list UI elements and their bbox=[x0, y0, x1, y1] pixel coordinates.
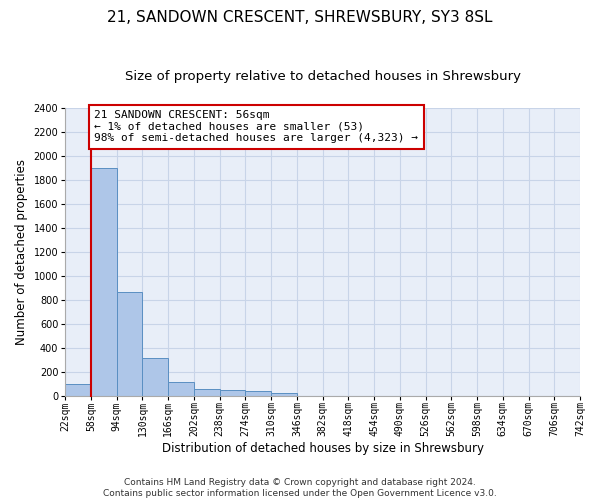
Bar bbox=[168, 382, 194, 396]
Bar bbox=[117, 292, 142, 396]
Bar bbox=[65, 384, 91, 396]
Text: Contains HM Land Registry data © Crown copyright and database right 2024.
Contai: Contains HM Land Registry data © Crown c… bbox=[103, 478, 497, 498]
Bar bbox=[220, 390, 245, 396]
Bar bbox=[245, 391, 271, 396]
Bar bbox=[91, 168, 117, 396]
Y-axis label: Number of detached properties: Number of detached properties bbox=[15, 158, 28, 344]
Bar bbox=[142, 358, 168, 396]
Text: 21, SANDOWN CRESCENT, SHREWSBURY, SY3 8SL: 21, SANDOWN CRESCENT, SHREWSBURY, SY3 8S… bbox=[107, 10, 493, 25]
Title: Size of property relative to detached houses in Shrewsbury: Size of property relative to detached ho… bbox=[125, 70, 521, 83]
X-axis label: Distribution of detached houses by size in Shrewsbury: Distribution of detached houses by size … bbox=[161, 442, 484, 455]
Bar bbox=[194, 388, 220, 396]
Text: 21 SANDOWN CRESCENT: 56sqm
← 1% of detached houses are smaller (53)
98% of semi-: 21 SANDOWN CRESCENT: 56sqm ← 1% of detac… bbox=[94, 110, 418, 144]
Bar bbox=[271, 393, 297, 396]
